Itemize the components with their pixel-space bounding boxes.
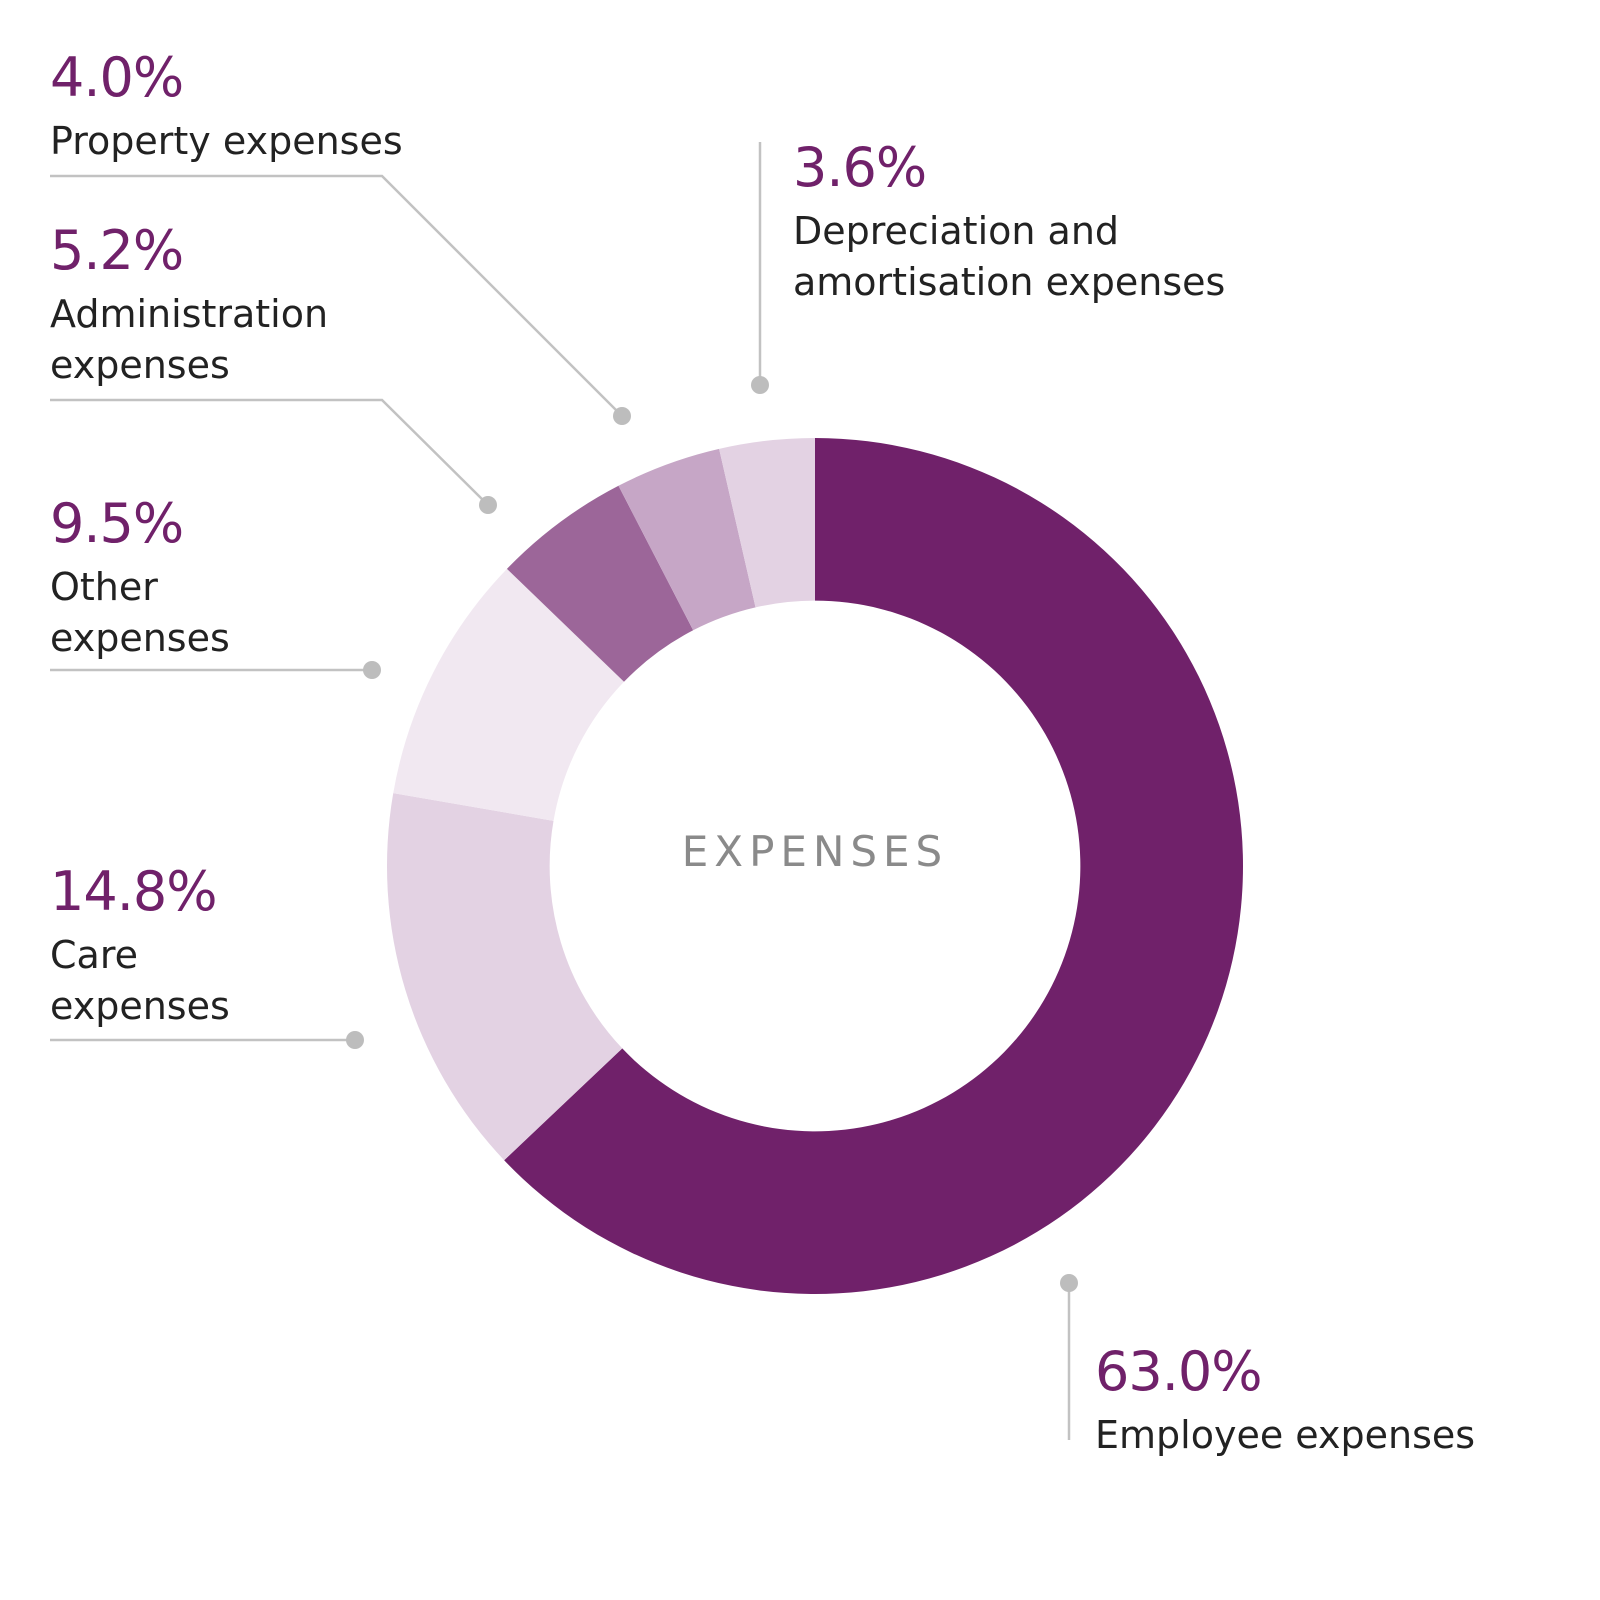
- slice-administration-expenses: [506, 485, 694, 682]
- slice-value-label: 4.0%: [50, 46, 183, 109]
- leader-dot-other-expenses: [363, 661, 381, 679]
- leader-line-administration-expenses: [50, 398, 489, 506]
- slice-property-expenses: [618, 448, 756, 631]
- donut-slices: [387, 438, 1244, 1294]
- slice-labels: 63.0% Employee expenses 14.8% Care expenses 9…: [50, 46, 1475, 1457]
- slice-category-label: Depreciation and: [793, 209, 1119, 253]
- slice-category-label: Property expenses: [50, 119, 403, 163]
- slice-category-label: Other: [50, 565, 158, 609]
- center-label: EXPENSES: [682, 827, 948, 876]
- slice-category-label: expenses: [50, 343, 230, 387]
- slice-value-label: 14.8%: [50, 860, 217, 923]
- leader-dot-care-expenses: [346, 1031, 364, 1049]
- slice-value-label: 63.0%: [1095, 1340, 1262, 1403]
- slice-category-label: Care: [50, 933, 138, 977]
- slice-category-label: amortisation expenses: [793, 260, 1225, 304]
- leader-dot-administration-expenses: [479, 496, 497, 514]
- slice-employee-expenses: [504, 438, 1244, 1294]
- slice-depreciation-and-amortisation-expenses: [719, 438, 815, 608]
- slice-other-expenses: [393, 568, 625, 821]
- slice-value-label: 9.5%: [50, 492, 183, 555]
- slice-category-label: Administration: [50, 292, 328, 336]
- slice-category-label: Employee expenses: [1095, 1413, 1475, 1457]
- slice-category-label: expenses: [50, 616, 230, 660]
- leader-lines: [50, 142, 1078, 1440]
- slice-value-label: 3.6%: [793, 136, 926, 199]
- slice-care-expenses: [387, 793, 623, 1161]
- leader-dot-depreciation-and-amortisation-expenses: [751, 376, 769, 394]
- leader-line-property-expenses: [50, 174, 623, 417]
- leader-dot-property-expenses: [613, 407, 631, 425]
- slice-category-label: expenses: [50, 984, 230, 1028]
- slice-value-label: 5.2%: [50, 219, 183, 282]
- leader-dot-employee-expenses: [1060, 1274, 1078, 1292]
